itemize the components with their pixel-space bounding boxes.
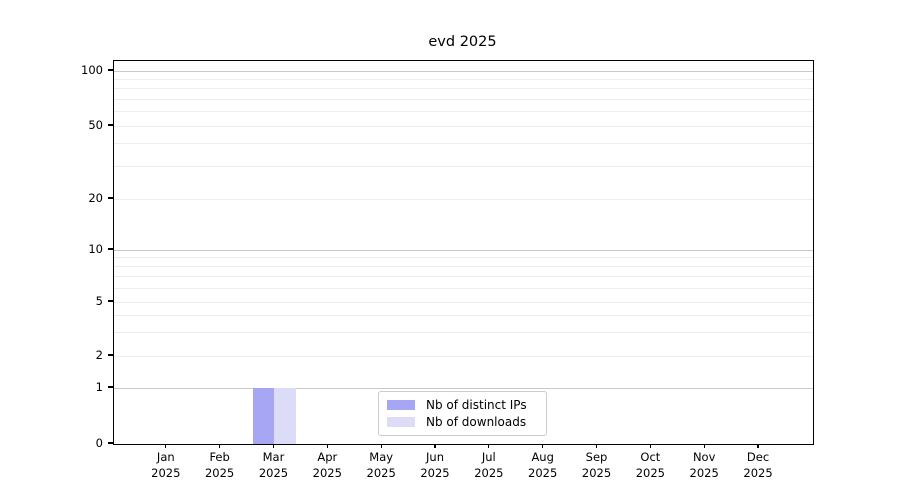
plot-area [113, 60, 814, 445]
x-tick-label-6: Jul 2025 [474, 450, 504, 480]
gridline-y-30 [114, 166, 813, 168]
y-tick-label-2: 2 [95, 348, 103, 362]
x-tick-label-8: Sep 2025 [581, 450, 612, 480]
y-tick-label-20: 20 [88, 191, 103, 205]
legend-entry-downloads: Nb of downloads [379, 415, 546, 429]
y-tick-label-5: 5 [95, 294, 103, 308]
x-tick-label-10: Nov 2025 [689, 450, 719, 480]
legend: Nb of distinct IPs Nb of downloads [378, 391, 547, 436]
bar-nb-of-distinct-ips-mar-2025 [252, 388, 275, 444]
y-tick-mark-10 [108, 248, 113, 250]
gridline-y-100 [114, 70, 813, 72]
y-tick-mark-20 [108, 197, 113, 199]
gridline-y-4 [114, 314, 813, 316]
x-tick-mark-10 [703, 443, 705, 448]
y-tick-mark-100 [108, 69, 113, 71]
x-tick-mark-1 [218, 443, 221, 448]
x-tick-mark-3 [326, 443, 328, 448]
y-tick-mark-5 [108, 300, 113, 302]
x-tick-label-7: Aug 2025 [528, 450, 558, 480]
gridline-y-6 [114, 287, 813, 289]
gridline-y-9 [114, 257, 813, 259]
gridline-y-60 [114, 111, 813, 113]
x-tick-label-2: Mar 2025 [258, 450, 289, 480]
gridline-y-70 [114, 98, 813, 100]
gridline-y-80 [114, 88, 813, 90]
legend-label-downloads: Nb of downloads [426, 415, 527, 429]
gridline-y-2 [114, 355, 813, 357]
gridline-y-7 [114, 276, 813, 278]
x-tick-label-4: May 2025 [366, 450, 396, 480]
x-tick-mark-4 [380, 443, 382, 448]
x-tick-label-1: Feb 2025 [204, 450, 235, 480]
x-tick-label-0: Jan 2025 [151, 450, 181, 480]
legend-swatch-distinct-ips-icon [387, 400, 415, 410]
y-tick-mark-0 [108, 442, 113, 444]
y-tick-label-100: 100 [81, 63, 103, 77]
x-tick-mark-11 [757, 443, 759, 448]
gridline-y-3 [114, 331, 813, 333]
y-tick-mark-50 [108, 124, 113, 126]
x-tick-mark-5 [434, 443, 436, 448]
x-tick-mark-8 [595, 443, 598, 448]
gridline-y-50 [114, 125, 813, 127]
x-tick-mark-6 [488, 443, 490, 448]
gridline-y-40 [114, 143, 813, 145]
legend-entry-distinct-ips: Nb of distinct IPs [379, 398, 546, 412]
y-tick-mark-1 [108, 386, 113, 388]
x-tick-label-9: Oct 2025 [635, 450, 665, 480]
x-tick-label-11: Dec 2025 [743, 450, 773, 480]
y-tick-label-10: 10 [88, 242, 103, 256]
gridline-y-5 [114, 301, 813, 303]
y-tick-label-1: 1 [95, 380, 103, 394]
x-tick-label-5: Jun 2025 [420, 450, 450, 480]
gridline-y-20 [114, 198, 813, 200]
y-tick-label-0: 0 [95, 436, 103, 450]
legend-swatch-downloads-icon [387, 417, 415, 427]
x-tick-label-3: Apr 2025 [312, 450, 342, 480]
gridline-y-1 [114, 387, 813, 389]
chart-title: evd 2025 [428, 34, 497, 50]
bar-nb-of-downloads-mar-2025 [274, 388, 296, 444]
x-tick-mark-0 [165, 443, 167, 448]
legend-label-distinct-ips: Nb of distinct IPs [426, 398, 527, 412]
x-tick-mark-9 [649, 443, 651, 448]
x-tick-mark-7 [542, 443, 544, 448]
x-tick-mark-2 [272, 443, 275, 448]
y-tick-mark-2 [108, 354, 113, 356]
y-tick-label-50: 50 [88, 118, 103, 132]
gridline-y-10 [114, 249, 813, 251]
gridline-y-8 [114, 266, 813, 268]
gridline-y-90 [114, 78, 813, 80]
